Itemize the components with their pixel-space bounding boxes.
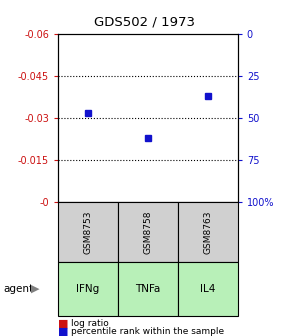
Text: GDS502 / 1973: GDS502 / 1973 (95, 15, 195, 28)
Bar (71, 202, 104, 319)
Bar (131, 202, 164, 238)
Text: agent: agent (3, 284, 33, 294)
Text: GSM8763: GSM8763 (203, 210, 212, 254)
Text: GSM8758: GSM8758 (143, 210, 153, 254)
Text: IFNg: IFNg (76, 284, 99, 294)
Text: TNFa: TNFa (135, 284, 161, 294)
Text: percentile rank within the sample: percentile rank within the sample (71, 328, 224, 336)
Text: ■: ■ (58, 327, 68, 336)
Text: ▶: ▶ (30, 284, 39, 294)
Text: IL4: IL4 (200, 284, 215, 294)
Text: log ratio: log ratio (71, 319, 109, 328)
Text: GSM8753: GSM8753 (84, 210, 93, 254)
Text: ■: ■ (58, 318, 68, 328)
Bar (191, 202, 224, 336)
